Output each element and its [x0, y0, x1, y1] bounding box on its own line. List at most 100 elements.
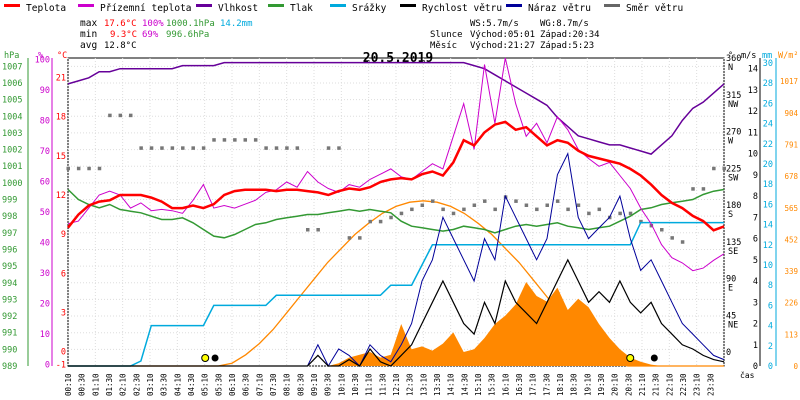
x-tick: 15:10: [474, 373, 483, 396]
wind-dir-mark: [295, 146, 300, 150]
stats-max-label: max: [80, 18, 97, 29]
wind-dir-mark: [326, 146, 331, 150]
x-tick: 20:10: [611, 373, 620, 396]
wind-dir-mark: [524, 203, 529, 207]
x-tick: 17:30: [542, 373, 551, 396]
y-tick-temp: 9: [61, 230, 66, 240]
y-tick-mm: 12: [763, 241, 773, 251]
wind-dir-mark: [97, 166, 102, 171]
x-tick: 21:10: [638, 373, 647, 396]
y-tick-hum: 30: [40, 269, 50, 279]
y-tick-dir-label: S: [728, 210, 733, 220]
y-tick-temp: 3: [61, 308, 66, 318]
unit-mm: mm: [762, 51, 772, 61]
info-ws: WS:5.7m/s: [470, 19, 519, 29]
y-tick-mm: 0: [768, 362, 773, 372]
wind-dir-mark: [139, 146, 143, 150]
wind-dir-mark: [233, 138, 237, 142]
stats-max-hum: 100%: [142, 19, 164, 29]
info-sun-label: Slunce: [430, 30, 463, 40]
y-tick-hpa: 998: [2, 212, 17, 222]
x-tick: 05:10: [201, 373, 210, 396]
wind-dir-mark: [451, 211, 456, 216]
legend-dir: Směr větru: [626, 3, 683, 14]
x-tick: 00:30: [78, 373, 87, 396]
wind-dir-mark: [722, 166, 726, 171]
y-tick-ms: 0: [753, 362, 758, 372]
wind-dir-mark: [222, 138, 227, 142]
stats-max-pres: 1000.1hPa: [166, 19, 215, 29]
y-tick-temp: -1: [56, 361, 66, 371]
y-tick-mm: 10: [763, 261, 773, 271]
wind-dir-mark: [76, 166, 81, 171]
legend-ground: Přízemní teplota: [100, 3, 192, 14]
x-tick: 13:30: [433, 373, 442, 396]
legend-swatch-hum: [196, 4, 212, 7]
legend-swatch-ground: [78, 4, 94, 7]
y-tick-dir: 45: [726, 311, 736, 321]
y-tick-ms: 3: [753, 298, 758, 308]
y-tick-ms: 13: [748, 86, 758, 96]
wind-dir-mark: [108, 113, 112, 118]
y-tick-dir-label: N: [728, 63, 733, 73]
legend-swatch-rain: [330, 4, 346, 7]
y-tick-wm2: 226: [784, 299, 798, 308]
x-tick: 15:30: [488, 373, 497, 396]
y-tick-hum: 10: [40, 330, 50, 340]
sunrise-marker: [201, 354, 210, 362]
wind-dir-mark: [399, 211, 404, 216]
y-tick-mm: 8: [768, 281, 773, 291]
y-tick-wm2: 113: [784, 330, 798, 339]
legend-swatch-pres: [268, 4, 284, 7]
legend-temp: Teplota: [26, 3, 66, 14]
y-tick-hpa: 996: [2, 245, 17, 255]
wind-dir-mark: [618, 211, 622, 216]
info-moon-rise: Východ:21:27: [470, 41, 535, 51]
y-tick-mm: 14: [763, 221, 773, 231]
y-tick-ms: 7: [753, 213, 758, 223]
y-tick-wm2: 1017: [780, 77, 798, 86]
info-sun-rise: Východ:05:01: [470, 30, 535, 40]
wind-dir-mark: [587, 211, 591, 216]
y-tick-mm: 20: [763, 160, 773, 170]
y-tick-temp: 0: [61, 348, 66, 358]
y-tick-hpa: 994: [2, 279, 17, 289]
x-tick: 02:10: [119, 373, 128, 396]
y-tick-ms: 9: [753, 171, 758, 181]
series-solar: [68, 282, 724, 366]
legend-swatch-temp: [4, 4, 20, 7]
y-tick-hum: 20: [40, 299, 50, 309]
y-tick-dir: 180: [726, 201, 741, 211]
x-tick: 07:30: [269, 373, 278, 396]
x-tick: 23:30: [706, 373, 715, 396]
y-tick-hpa: 997: [2, 229, 17, 239]
wind-dir-mark: [597, 207, 602, 212]
wind-dir-mark: [430, 199, 435, 203]
y-tick-dir: 90: [726, 275, 736, 285]
wind-dir-mark: [181, 146, 185, 150]
y-tick-hpa: 1000: [2, 179, 22, 189]
wind-dir-mark: [628, 211, 633, 216]
y-tick-dir: 360: [726, 54, 741, 64]
wind-dir-mark: [639, 219, 643, 224]
y-tick-temp: 15: [56, 152, 66, 162]
series-rain: [68, 221, 724, 367]
wind-dir-mark: [410, 207, 414, 212]
moonrise-marker: [650, 354, 658, 362]
x-tick: 12:30: [406, 373, 415, 396]
wind-dir-mark: [87, 166, 91, 171]
x-tick: 12:10: [392, 373, 401, 396]
y-tick-dir: 225: [726, 164, 741, 174]
x-tick: 17:10: [529, 373, 538, 396]
series-humidity: [67, 61, 725, 155]
wind-dir-mark: [691, 187, 695, 191]
legend-rain: Srážky: [352, 3, 387, 14]
y-tick-hpa: 1002: [2, 146, 22, 156]
x-tick: 14:10: [447, 373, 456, 396]
y-tick-mm: 16: [763, 200, 773, 210]
y-tick-hum: 80: [40, 117, 50, 127]
wind-dir-mark: [347, 236, 352, 240]
y-tick-wm2: 565: [784, 204, 798, 213]
wind-dir-mark: [514, 199, 518, 203]
